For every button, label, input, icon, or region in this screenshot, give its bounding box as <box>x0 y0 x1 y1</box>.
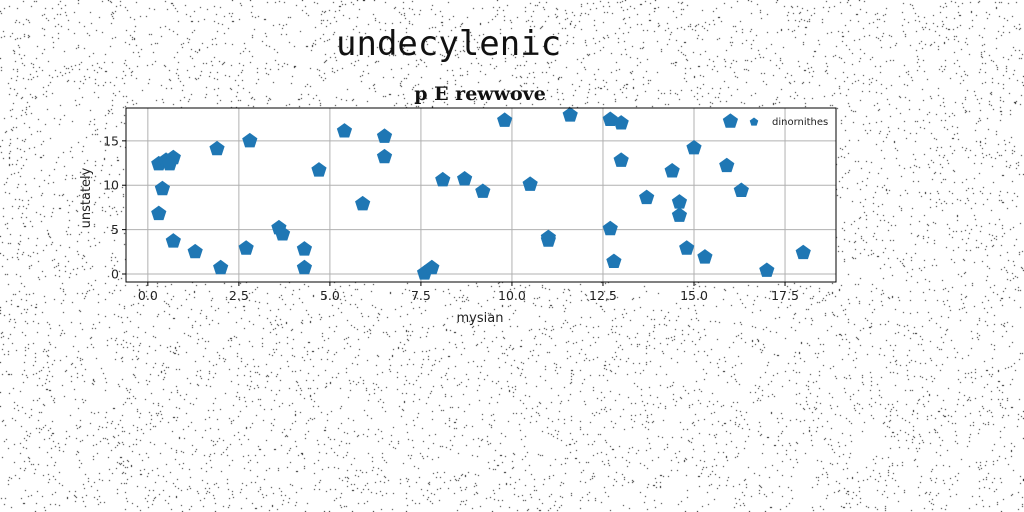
x-tick-label: 10.0 <box>498 288 526 303</box>
data-point <box>311 162 327 177</box>
data-point <box>151 205 167 221</box>
chart-title: p E rewwove <box>414 83 546 105</box>
x-tick-label: 5.0 <box>320 288 340 303</box>
x-tick-label: 0.0 <box>138 288 158 303</box>
data-point <box>457 171 473 186</box>
data-point <box>671 194 688 209</box>
legend: dinornithes <box>749 117 828 128</box>
data-point <box>376 148 393 164</box>
data-point <box>296 259 313 275</box>
data-points <box>151 107 811 280</box>
data-point <box>435 171 451 187</box>
x-tick-label: 7.5 <box>411 288 431 303</box>
data-point <box>562 107 578 122</box>
data-point <box>497 112 513 127</box>
data-point <box>242 132 258 148</box>
x-tick-label: 2.5 <box>229 288 249 303</box>
data-point <box>795 244 811 260</box>
legend-entry-label: dinornithes <box>772 117 828 128</box>
data-point <box>336 123 353 138</box>
y-tick-label: 5 <box>111 222 119 237</box>
y-tick-label: 15 <box>103 133 119 148</box>
legend-marker <box>749 117 759 126</box>
data-point <box>187 243 203 259</box>
data-point <box>274 226 291 241</box>
figure-suptitle: undecylenic <box>336 24 562 64</box>
data-point <box>296 241 313 256</box>
data-point <box>664 163 680 178</box>
data-point <box>686 139 702 155</box>
y-axis-label: unstately <box>79 167 94 228</box>
data-point <box>355 195 371 211</box>
data-point <box>613 115 629 130</box>
data-point <box>475 183 491 198</box>
data-point <box>162 155 178 171</box>
data-point <box>719 157 735 173</box>
data-point <box>424 259 440 275</box>
x-tick-label: 17.5 <box>771 288 799 303</box>
x-tick-label: 15.0 <box>680 288 708 303</box>
data-point <box>697 249 713 264</box>
data-point <box>209 140 225 156</box>
data-point <box>671 207 688 222</box>
x-tick-label: 12.5 <box>589 288 617 303</box>
data-point <box>679 240 695 255</box>
data-point <box>238 240 254 255</box>
data-point <box>733 182 749 198</box>
y-tick-label: 10 <box>103 178 119 193</box>
data-point <box>602 220 618 236</box>
data-point <box>540 232 556 247</box>
data-point <box>602 111 618 127</box>
y-tick-label: 0 <box>111 267 119 282</box>
x-axis-label: mysian <box>457 311 504 326</box>
data-point <box>154 180 171 196</box>
data-point <box>639 189 655 205</box>
data-point <box>213 259 229 275</box>
plot-area-frame <box>125 107 837 283</box>
axis-ticks: 0.0 2.5 5.0 7.5 10.0 12.5 15.0 17.5 0 5 10 15 <box>103 133 799 303</box>
data-point <box>522 176 538 191</box>
data-point <box>759 262 775 277</box>
data-point <box>613 152 629 167</box>
data-point <box>722 113 739 128</box>
data-point <box>606 253 622 269</box>
data-point <box>165 233 181 248</box>
data-point <box>376 128 393 143</box>
